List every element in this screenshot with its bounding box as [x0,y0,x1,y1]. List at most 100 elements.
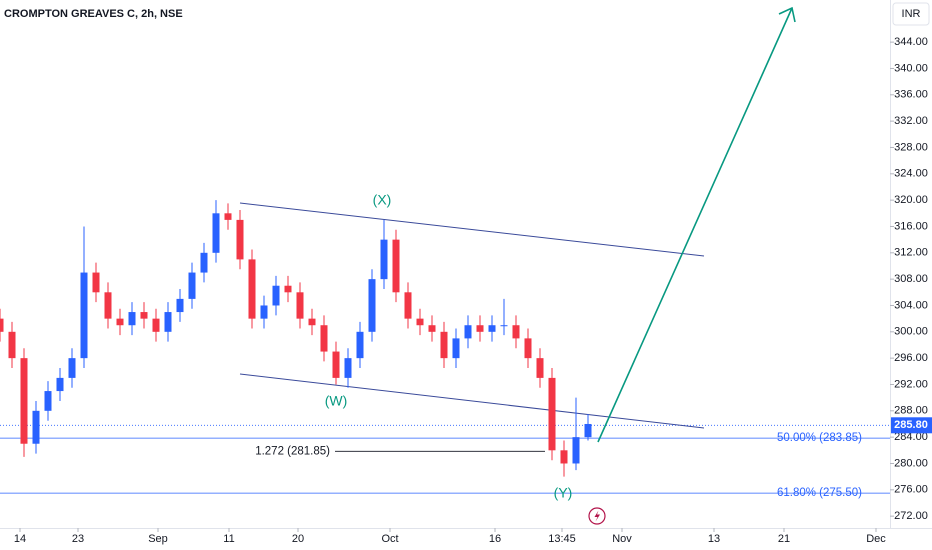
candle [404,282,412,329]
candle [176,289,184,322]
y-tick-label: 284.00 [894,431,928,443]
candle [260,295,268,329]
currency: INR [902,8,921,20]
y-tick-label: 308.00 [894,273,928,285]
y-tick-label: 336.00 [894,89,928,101]
candle [188,262,196,309]
candle-body [428,325,436,332]
candle [416,308,424,336]
candle-body [200,252,208,273]
candle [284,275,292,303]
candle [140,302,148,329]
y-tick-label: 320.00 [894,194,928,206]
candle [8,321,16,369]
candle [248,249,256,329]
arrow-head [778,6,796,23]
candle [392,229,400,303]
candle-body [476,325,484,332]
y-tick-label: 304.00 [894,299,928,311]
fib-label: 61.80% (275.50) [777,487,862,499]
y-tick-label: 272.00 [894,510,928,522]
candle-body [164,312,172,332]
candle [380,219,388,290]
candle-body [104,292,112,319]
extension-label: 1.272 (281.85) [255,445,330,457]
candle [452,328,460,369]
candle-body [0,318,4,332]
chart-title: CROMPTON GREAVES C, 2h, NSE [4,8,183,20]
y-tick-label: 328.00 [894,141,928,153]
candle-body [308,318,316,326]
forecast-arrow [597,7,793,443]
y-tick-label: 296.00 [894,352,928,364]
candle-body [56,377,64,392]
candle [104,282,112,329]
candle [68,348,76,388]
x-tick-label: 11 [223,533,234,545]
candle-body [296,292,304,319]
candle-body [260,305,268,319]
candle [20,348,28,457]
candle [152,308,160,342]
x-tick-label: Sep [148,533,168,545]
wave-label: (Y) [554,485,573,501]
candle [512,315,520,349]
candle-body [404,292,412,319]
candle-body [344,358,352,378]
candle [320,315,328,362]
candle [296,282,304,329]
candle-body [32,410,40,444]
candle [488,315,496,342]
candle [440,321,448,369]
candle [428,315,436,342]
candle-body [488,325,496,332]
x-tick-label: Nov [612,533,632,545]
candle-body [392,239,400,293]
candle-body [452,338,460,359]
x-tick-label: 20 [292,533,304,545]
candle-body [548,377,556,451]
candle-body [500,325,508,327]
x-tick-label: Dec [866,533,886,545]
candle [0,308,4,342]
candle-body [512,325,520,339]
y-tick-label: 316.00 [894,220,928,232]
candle [476,315,484,342]
candle-body [152,318,160,332]
y-tick-label: 324.00 [894,168,928,180]
candle [224,203,232,230]
candle-body [440,331,448,359]
candle-body [140,312,148,319]
candle-body [536,358,544,378]
candle-body [92,272,100,293]
candle-body [272,285,280,306]
candle [548,368,556,461]
x-tick-label: 13 [708,533,720,545]
fib-label: 50.00% (283.85) [777,432,862,444]
candle-body [8,331,16,359]
y-tick-label: 312.00 [894,247,928,259]
candle-body [584,423,592,438]
candle [332,341,340,385]
candle [80,226,88,369]
currency-box[interactable] [892,2,930,26]
wave-label: (X) [373,192,392,208]
candle [56,368,64,401]
candle-body [320,325,328,352]
candle-body [380,239,388,280]
candle [524,328,532,369]
candle-body [176,298,184,313]
candle-body [236,219,244,260]
candle [464,315,472,349]
flash-icon[interactable] [588,507,606,525]
candle-body [356,331,364,359]
candle [128,302,136,336]
wave-label: (W) [325,393,348,409]
candle [212,200,220,263]
y-tick-label: 292.00 [894,378,928,390]
candle-body [248,259,256,319]
y-tick-label: 340.00 [894,62,928,74]
y-tick-label: 288.00 [894,405,928,417]
candle [572,397,580,471]
candle [308,308,316,336]
